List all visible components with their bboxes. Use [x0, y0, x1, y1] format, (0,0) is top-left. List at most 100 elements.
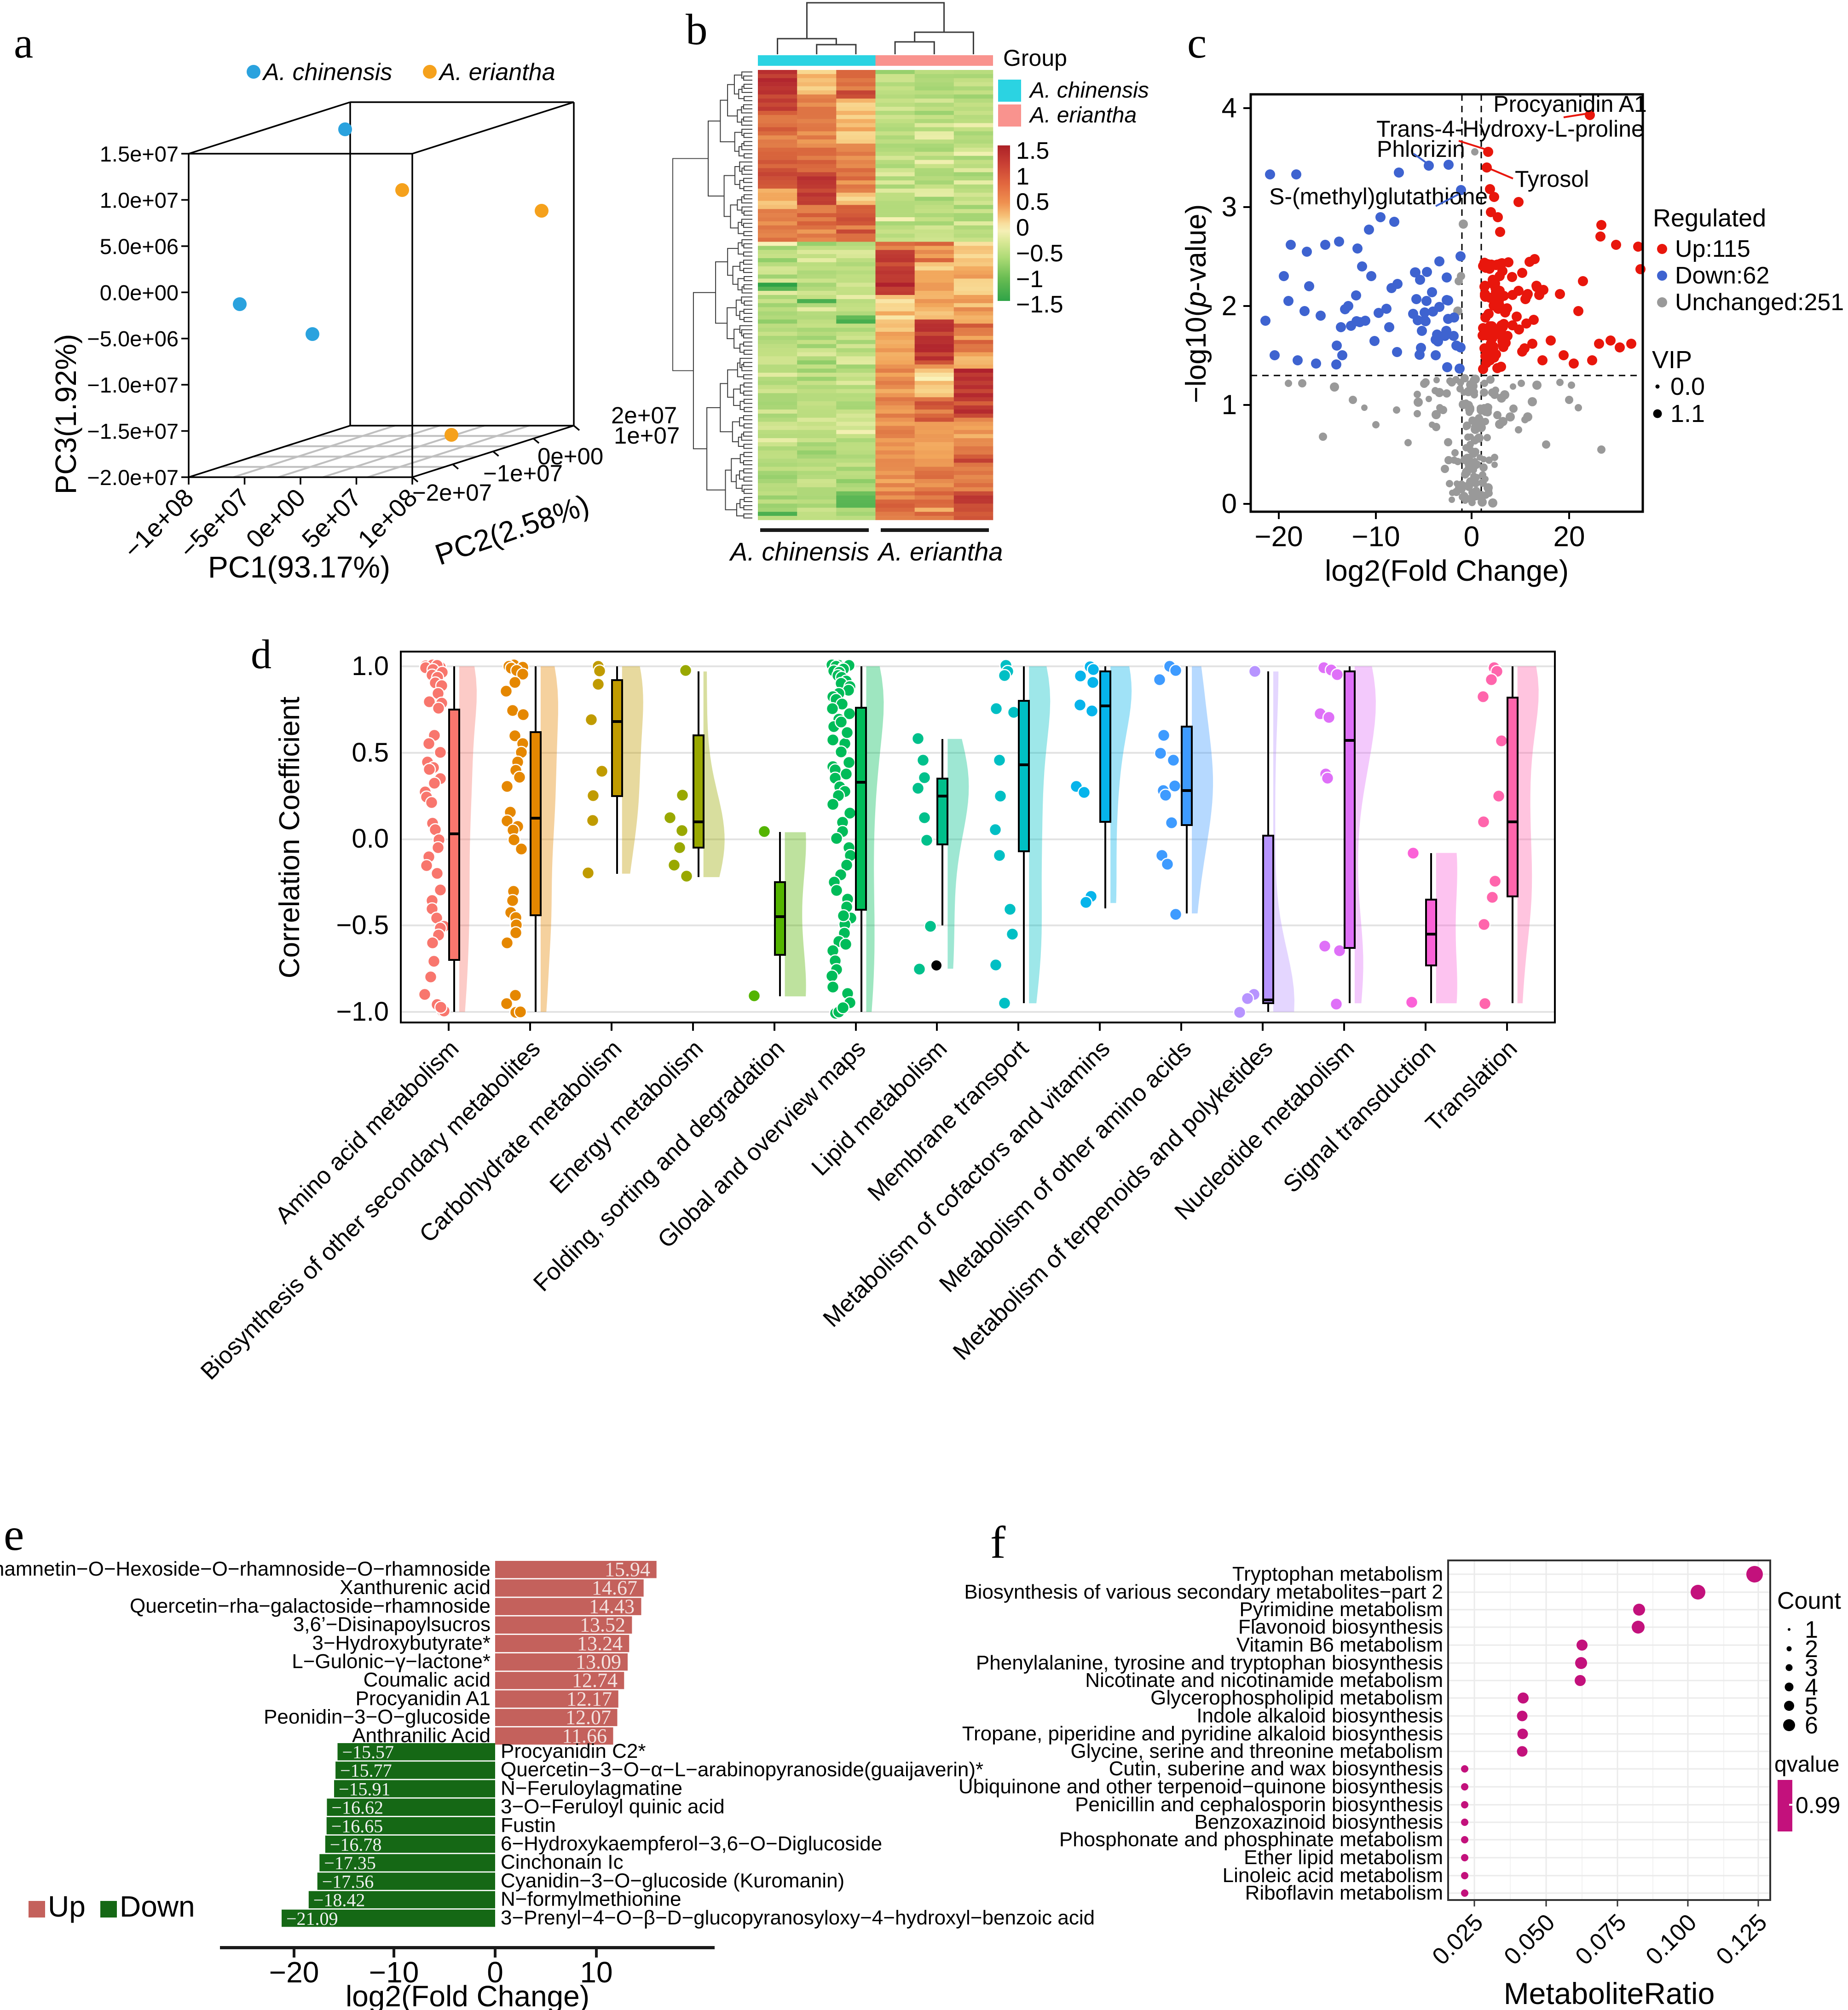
svg-text:−21.09: −21.09: [286, 1908, 338, 1929]
svg-text:−0.5: −0.5: [1016, 240, 1063, 267]
svg-text:VIP: VIP: [1652, 346, 1692, 374]
svg-text:−2e+07: −2e+07: [412, 479, 492, 506]
svg-text:20: 20: [1553, 521, 1585, 553]
svg-text:4: 4: [1222, 92, 1237, 123]
svg-text:log2(Fold Change): log2(Fold Change): [346, 1980, 589, 2010]
svg-text:15.94: 15.94: [605, 1558, 650, 1581]
svg-text:2: 2: [1222, 290, 1237, 321]
svg-text:Penicillin and cephalosporin b: Penicillin and cephalosporin biosynthesi…: [1075, 1793, 1443, 1816]
svg-text:12.74: 12.74: [572, 1669, 618, 1692]
svg-text:3,6’−Disinapoylsucros: 3,6’−Disinapoylsucros: [293, 1613, 491, 1636]
svg-text:−5.0e+06: −5.0e+06: [87, 327, 179, 351]
svg-text:Indole alkaloid biosynthesis: Indole alkaloid biosynthesis: [1196, 1704, 1443, 1727]
svg-text:0: 0: [1222, 488, 1237, 519]
svg-text:3−Hydroxybutyrate*: 3−Hydroxybutyrate*: [312, 1632, 491, 1654]
svg-text:5: 5: [1805, 1693, 1818, 1720]
svg-text:−20: −20: [269, 1956, 319, 1989]
svg-text:A. eriantha: A. eriantha: [438, 59, 555, 86]
svg-text:0: 0: [487, 1956, 503, 1989]
svg-text:14.43: 14.43: [589, 1595, 635, 1617]
svg-text:0.125: 0.125: [1711, 1909, 1772, 1970]
svg-text:c: c: [1187, 18, 1207, 67]
svg-text:Isorhamnetin−O−Hexoside−O−rham: Isorhamnetin−O−Hexoside−O−rhamnoside−O−r…: [0, 1558, 491, 1580]
svg-text:Fustin: Fustin: [501, 1814, 556, 1837]
svg-text:Tyrosol: Tyrosol: [1515, 166, 1589, 192]
svg-text:Phenylalanine, tyrosine and tr: Phenylalanine, tyrosine and tryptophan b…: [976, 1652, 1443, 1674]
svg-text:0e+00: 0e+00: [537, 443, 603, 469]
svg-text:N−Feruloylagmatine: N−Feruloylagmatine: [501, 1777, 682, 1799]
svg-text:0.075: 0.075: [1570, 1909, 1631, 1970]
svg-text:Count: Count: [1777, 1588, 1841, 1614]
svg-text:14.67: 14.67: [592, 1577, 637, 1599]
svg-text:Xanthurenic acid: Xanthurenic acid: [340, 1576, 491, 1599]
svg-text:Flavonoid biosynthesis: Flavonoid biosynthesis: [1238, 1616, 1443, 1638]
svg-text:Up: Up: [48, 1890, 86, 1923]
svg-text:Cutin, suberine and wax biosyn: Cutin, suberine and wax biosynthesis: [1109, 1757, 1443, 1780]
svg-text:Riboflavin metabolism: Riboflavin metabolism: [1245, 1882, 1443, 1904]
svg-text:0.5: 0.5: [352, 738, 389, 768]
svg-text:−1.0e+07: −1.0e+07: [87, 373, 179, 397]
svg-text:Procyanidin C2*: Procyanidin C2*: [501, 1740, 646, 1762]
svg-text:2: 2: [1805, 1636, 1818, 1663]
svg-text:0.050: 0.050: [1499, 1909, 1560, 1970]
svg-text:0.0: 0.0: [352, 824, 389, 854]
svg-text:Down:62: Down:62: [1675, 262, 1769, 289]
svg-text:b: b: [686, 5, 708, 54]
svg-text:Cyanidin−3−O−glucoside (Kuroma: Cyanidin−3−O−glucoside (Kuromanin): [501, 1869, 844, 1892]
svg-text:a: a: [14, 18, 33, 67]
svg-text:6: 6: [1805, 1712, 1818, 1739]
svg-text:10: 10: [580, 1956, 612, 1989]
svg-text:−0.5: −0.5: [336, 910, 389, 940]
svg-text:0.0e+00: 0.0e+00: [100, 280, 179, 305]
svg-text:d: d: [251, 632, 271, 677]
svg-text:Regulated: Regulated: [1653, 204, 1766, 232]
svg-text:−1.0: −1.0: [336, 997, 389, 1027]
svg-text:12.17: 12.17: [566, 1687, 612, 1710]
svg-text:Ether lipid metabolism: Ether lipid metabolism: [1244, 1846, 1443, 1869]
svg-text:Phlorizin: Phlorizin: [1377, 136, 1465, 162]
svg-text:log2(Fold Change): log2(Fold Change): [1325, 554, 1569, 587]
svg-text:3: 3: [1222, 191, 1237, 222]
svg-text:Vitamin B6 metabolism: Vitamin B6 metabolism: [1236, 1634, 1443, 1656]
svg-text:3−O−Feruloyl quinic acid: 3−O−Feruloyl quinic acid: [501, 1796, 725, 1818]
svg-text:0.0: 0.0: [1670, 373, 1705, 400]
svg-text:0: 0: [1016, 214, 1029, 241]
svg-text:Biosynthesis of various second: Biosynthesis of various secondary metabo…: [964, 1581, 1443, 1603]
svg-text:−17.35: −17.35: [324, 1853, 376, 1873]
svg-text:11.66: 11.66: [562, 1725, 607, 1747]
svg-text:S-(methyl)glutathione: S-(methyl)glutathione: [1269, 184, 1488, 209]
svg-text:L−Gulonic−γ−lactone*: L−Gulonic−γ−lactone*: [292, 1650, 491, 1673]
svg-text:−16.78: −16.78: [330, 1834, 382, 1855]
svg-text:−16.65: −16.65: [331, 1816, 383, 1837]
svg-text:1: 1: [1016, 163, 1029, 190]
svg-text:qvalue: qvalue: [1774, 1752, 1839, 1777]
svg-text:1.1: 1.1: [1670, 400, 1705, 427]
svg-text:Cinchonain Ic: Cinchonain Ic: [501, 1851, 624, 1873]
svg-text:6−Hydroxykaempferol−3,6−O−Digl: 6−Hydroxykaempferol−3,6−O−Diglucoside: [501, 1832, 882, 1855]
svg-text:1.5e+07: 1.5e+07: [100, 142, 179, 166]
svg-text:13.09: 13.09: [576, 1651, 621, 1673]
svg-text:Correlation Coefficient: Correlation Coefficient: [274, 697, 306, 978]
svg-text:Glycerophospholipid metabolism: Glycerophospholipid metabolism: [1150, 1687, 1443, 1709]
svg-text:Pyrimidine metabolism: Pyrimidine metabolism: [1239, 1598, 1443, 1621]
svg-text:1e+07: 1e+07: [614, 422, 680, 449]
svg-text:Peonidin−3−O−glucoside: Peonidin−3−O−glucoside: [264, 1706, 491, 1728]
svg-text:Tropane, piperidine and pyridi: Tropane, piperidine and pyridine alkaloi…: [962, 1722, 1443, 1745]
svg-text:Nicotinate and nicotinamide me: Nicotinate and nicotinamide metabolism: [1085, 1669, 1443, 1692]
svg-text:Glycine, serine and threonine: Glycine, serine and threonine metabolism: [1070, 1740, 1443, 1762]
svg-text:−log10(p-value): −log10(p-value): [1180, 204, 1212, 404]
svg-text:2e+07: 2e+07: [611, 402, 677, 428]
svg-text:A. chinensis: A. chinensis: [1028, 78, 1149, 103]
svg-text:Tryptophan metabolism: Tryptophan metabolism: [1232, 1563, 1443, 1585]
svg-text:−1e+07: −1e+07: [483, 460, 563, 486]
svg-text:Down: Down: [120, 1890, 195, 1923]
svg-text:−15.91: −15.91: [339, 1779, 391, 1799]
svg-text:−20: −20: [1254, 521, 1303, 553]
svg-text:12.07: 12.07: [566, 1706, 611, 1729]
svg-text:MetaboliteRatio: MetaboliteRatio: [1504, 1976, 1715, 2010]
svg-text:Up:115: Up:115: [1675, 236, 1750, 262]
svg-text:0.5: 0.5: [1016, 189, 1049, 215]
svg-text:Quercetin−3−O−α−L−arabinopyran: Quercetin−3−O−α−L−arabinopyranoside(guai…: [501, 1758, 983, 1781]
svg-text:13.52: 13.52: [580, 1614, 625, 1636]
svg-text:0.025: 0.025: [1427, 1909, 1488, 1970]
